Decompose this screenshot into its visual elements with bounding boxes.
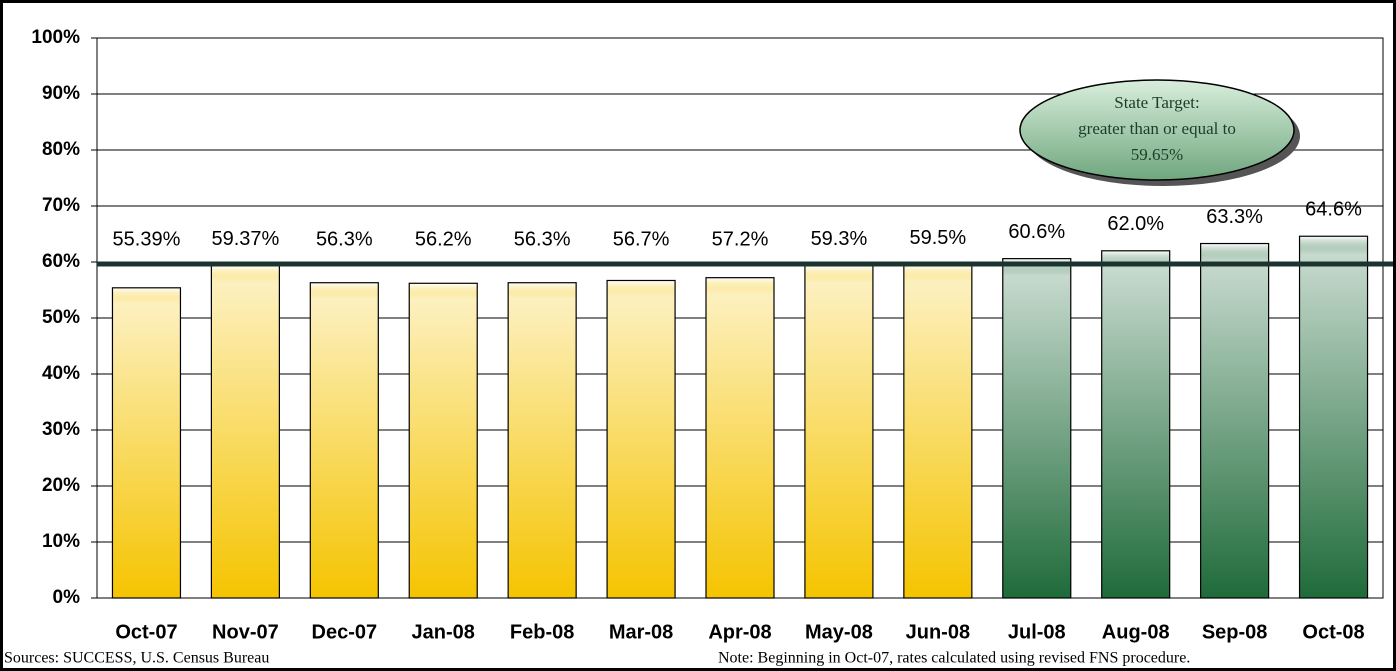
bar [903,264,973,599]
y-tick-label: 50% [42,307,80,328]
y-tick-label: 10% [42,531,80,552]
annotation-text: State Target: [1114,93,1200,112]
value-label: 55.39% [113,228,181,250]
bar [705,277,775,599]
bar [111,287,182,599]
note: Note: Beginning in Oct-07, rates calcula… [718,650,1190,667]
bar [408,282,478,599]
bar [1298,235,1369,599]
bar [606,279,676,599]
value-label: 57.2% [712,228,769,250]
value-label: 56.2% [415,228,472,250]
x-tick-label: Sep-08 [1202,621,1268,643]
bar [1200,242,1270,599]
x-tick-label: Aug-08 [1102,621,1170,643]
value-label: 64.6% [1305,199,1362,221]
value-label: 56.3% [316,228,373,250]
x-tick-label: May-08 [805,621,873,643]
annotation-text: 59.65% [1131,145,1183,164]
x-tick-label: Jan-08 [412,621,475,643]
sources: Sources: SUCCESS, U.S. Census Bureau [4,650,269,667]
value-label: 63.3% [1206,206,1263,228]
y-tick-label: 90% [42,83,80,104]
value-label: 62.0% [1107,213,1164,235]
x-tick-label: Mar-08 [609,621,673,643]
value-label: 56.7% [613,228,670,250]
y-tick-label: 30% [42,419,80,440]
x-tick-label: Dec-07 [312,621,378,643]
value-label: 60.6% [1008,221,1065,243]
y-tick-label: 40% [42,363,80,384]
annotation-text: greater than or equal to [1078,119,1236,138]
x-tick-label: Oct-08 [1302,621,1364,643]
x-tick-label: Nov-07 [212,621,279,643]
bar [804,265,874,599]
y-tick-label: 60% [42,251,80,272]
x-tick-label: Jun-08 [906,621,970,643]
y-tick-label: 0% [53,587,81,608]
y-tick-label: 100% [31,27,80,48]
bar [309,282,379,599]
value-label: 59.5% [909,227,966,249]
annotation-bubble [1019,79,1295,181]
y-tick-label: 70% [42,195,80,216]
bar [210,264,280,599]
bar [1002,258,1072,599]
value-label: 59.3% [811,228,868,250]
x-tick-label: Oct-07 [115,621,177,643]
value-label: 56.3% [514,228,571,250]
bar [507,282,577,599]
bar [1101,250,1171,599]
y-tick-label: 20% [42,475,80,496]
x-tick-label: Feb-08 [510,621,574,643]
x-tick-label: Jul-08 [1008,621,1066,643]
x-tick-label: Apr-08 [708,621,771,643]
value-label: 59.37% [211,228,279,250]
y-tick-label: 80% [42,139,80,160]
